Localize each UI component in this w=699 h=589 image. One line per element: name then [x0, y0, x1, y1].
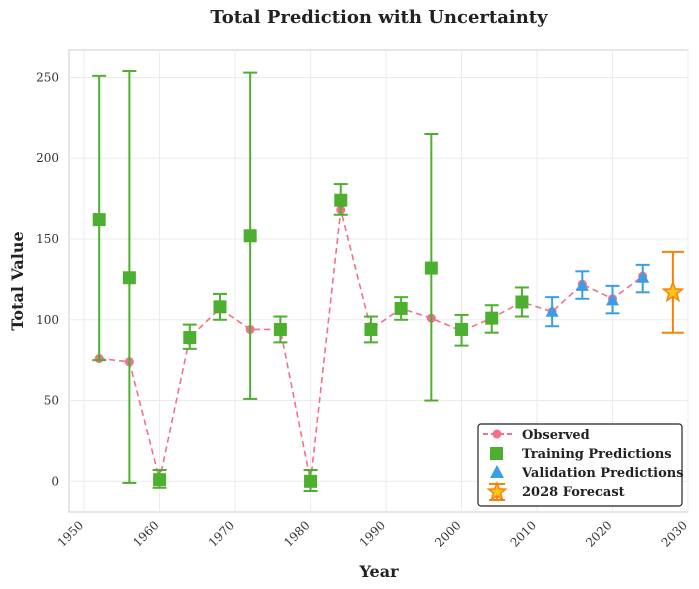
training-point — [515, 295, 529, 309]
training-point — [364, 322, 378, 336]
validation-series — [545, 263, 650, 328]
x-axis-title: Year — [358, 562, 399, 581]
x-ticks: 1950 1960 1970 1980 1990 2000 2010 2020 2030 — [55, 518, 690, 549]
x-tick-label: 2030 — [659, 518, 690, 549]
y-tick-label: 100 — [36, 313, 59, 327]
training-point — [153, 473, 167, 487]
training-point — [243, 229, 257, 243]
training-point — [304, 474, 318, 488]
legend-training-label: Training Predictions — [522, 447, 672, 462]
y-tick-label: 200 — [36, 151, 59, 165]
training-point — [334, 193, 348, 207]
validation-point — [606, 293, 620, 306]
legend-validation-marker — [490, 465, 504, 478]
y-tick-label: 150 — [36, 232, 59, 246]
legend-box — [477, 423, 683, 507]
y-tick-label: 0 — [51, 474, 59, 488]
legend-forecast-marker — [486, 480, 508, 502]
x-tick-label: 1980 — [281, 518, 312, 549]
training-point — [394, 301, 408, 315]
legend-item-validation: Validation Predictions — [490, 465, 684, 481]
legend-training-marker — [490, 447, 503, 460]
legend-forecast-label: 2028 Forecast — [522, 485, 625, 500]
x-tick-label: 1950 — [55, 518, 86, 549]
x-tick-label: 2000 — [432, 518, 463, 549]
validation-point — [575, 278, 589, 291]
training-point — [122, 271, 136, 285]
training-series — [92, 70, 529, 492]
training-point — [273, 322, 287, 336]
x-tick-label: 1960 — [130, 518, 161, 549]
training-point — [92, 213, 106, 227]
chart-title: Total Prediction with Uncertainty — [210, 7, 548, 28]
legend-validation-label: Validation Predictions — [521, 466, 684, 481]
training-point — [455, 322, 469, 336]
x-tick-label: 2020 — [583, 518, 614, 549]
training-point — [424, 261, 438, 275]
legend-observed-label: Observed — [522, 428, 590, 443]
x-tick-label: 1990 — [357, 518, 388, 549]
training-point — [213, 300, 227, 314]
validation-point — [545, 304, 559, 317]
x-tick-label: 1970 — [206, 518, 237, 549]
forecast-point — [661, 280, 685, 303]
training-point — [485, 311, 499, 325]
training-point — [183, 331, 197, 345]
x-tick-label: 2010 — [508, 518, 539, 549]
forecast-series — [661, 250, 685, 334]
legend-item-forecast: 2028 Forecast — [486, 480, 625, 502]
y-tick-label: 50 — [44, 394, 59, 408]
legend-observed-marker — [492, 429, 502, 439]
validation-point — [636, 270, 650, 283]
legend-item-observed: Observed — [483, 428, 590, 443]
y-axis-title: Total Value — [8, 231, 27, 330]
y-tick-label: 250 — [36, 70, 59, 84]
legend: Observed Training Predictions Validation… — [477, 423, 684, 507]
y-ticks: 0 50 100 150 200 250 — [36, 70, 59, 488]
legend-item-training: Training Predictions — [490, 447, 672, 462]
